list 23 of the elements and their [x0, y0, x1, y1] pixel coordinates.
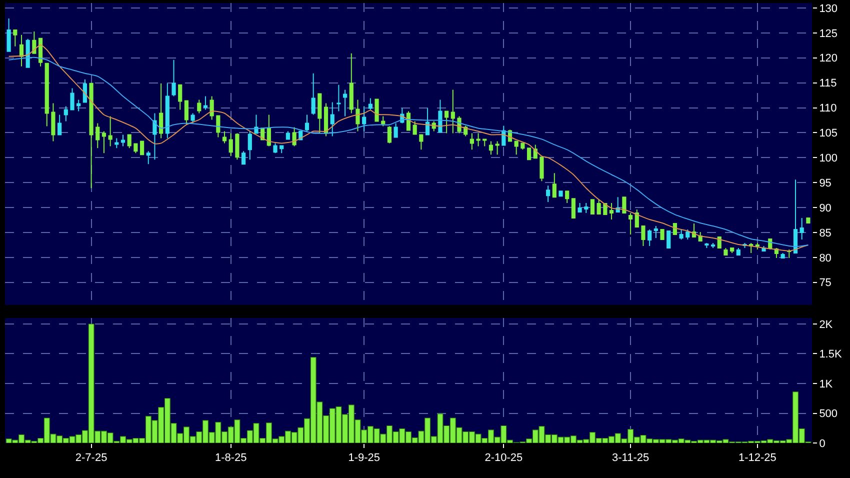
x-tick-label: 3-11-25: [612, 452, 650, 464]
y-tick-label: 125: [819, 28, 838, 40]
x-tick-label: 2-10-25: [484, 452, 523, 464]
x-tick-label: 1-12-25: [738, 452, 776, 464]
y-tick-label: 1K: [819, 378, 834, 390]
y-tick-label: 115: [819, 78, 837, 90]
y-tick-label: 90: [819, 202, 832, 214]
y-tick-label: 1.5K: [819, 348, 842, 361]
y-tick-label: 0: [819, 438, 826, 450]
y-tick-label: 500: [819, 408, 838, 420]
x-tick-label: 1-8-25: [214, 452, 247, 464]
y-tick-label: 75: [819, 277, 832, 290]
y-tick-label: 95: [819, 177, 832, 190]
y-tick-label: 130: [819, 2, 838, 15]
y-tick-label: 110: [819, 102, 837, 115]
y-tick-label: 105: [819, 128, 838, 140]
y-tick-label: 80: [819, 252, 832, 264]
x-tick-label: 1-9-25: [348, 452, 380, 464]
y-tick-label: 120: [819, 52, 838, 65]
y-tick-label: 2K: [819, 318, 834, 331]
x-tick-label: 2-7-25: [75, 452, 108, 464]
y-tick-label: 85: [819, 227, 832, 240]
y-tick-label: 100: [819, 152, 838, 165]
